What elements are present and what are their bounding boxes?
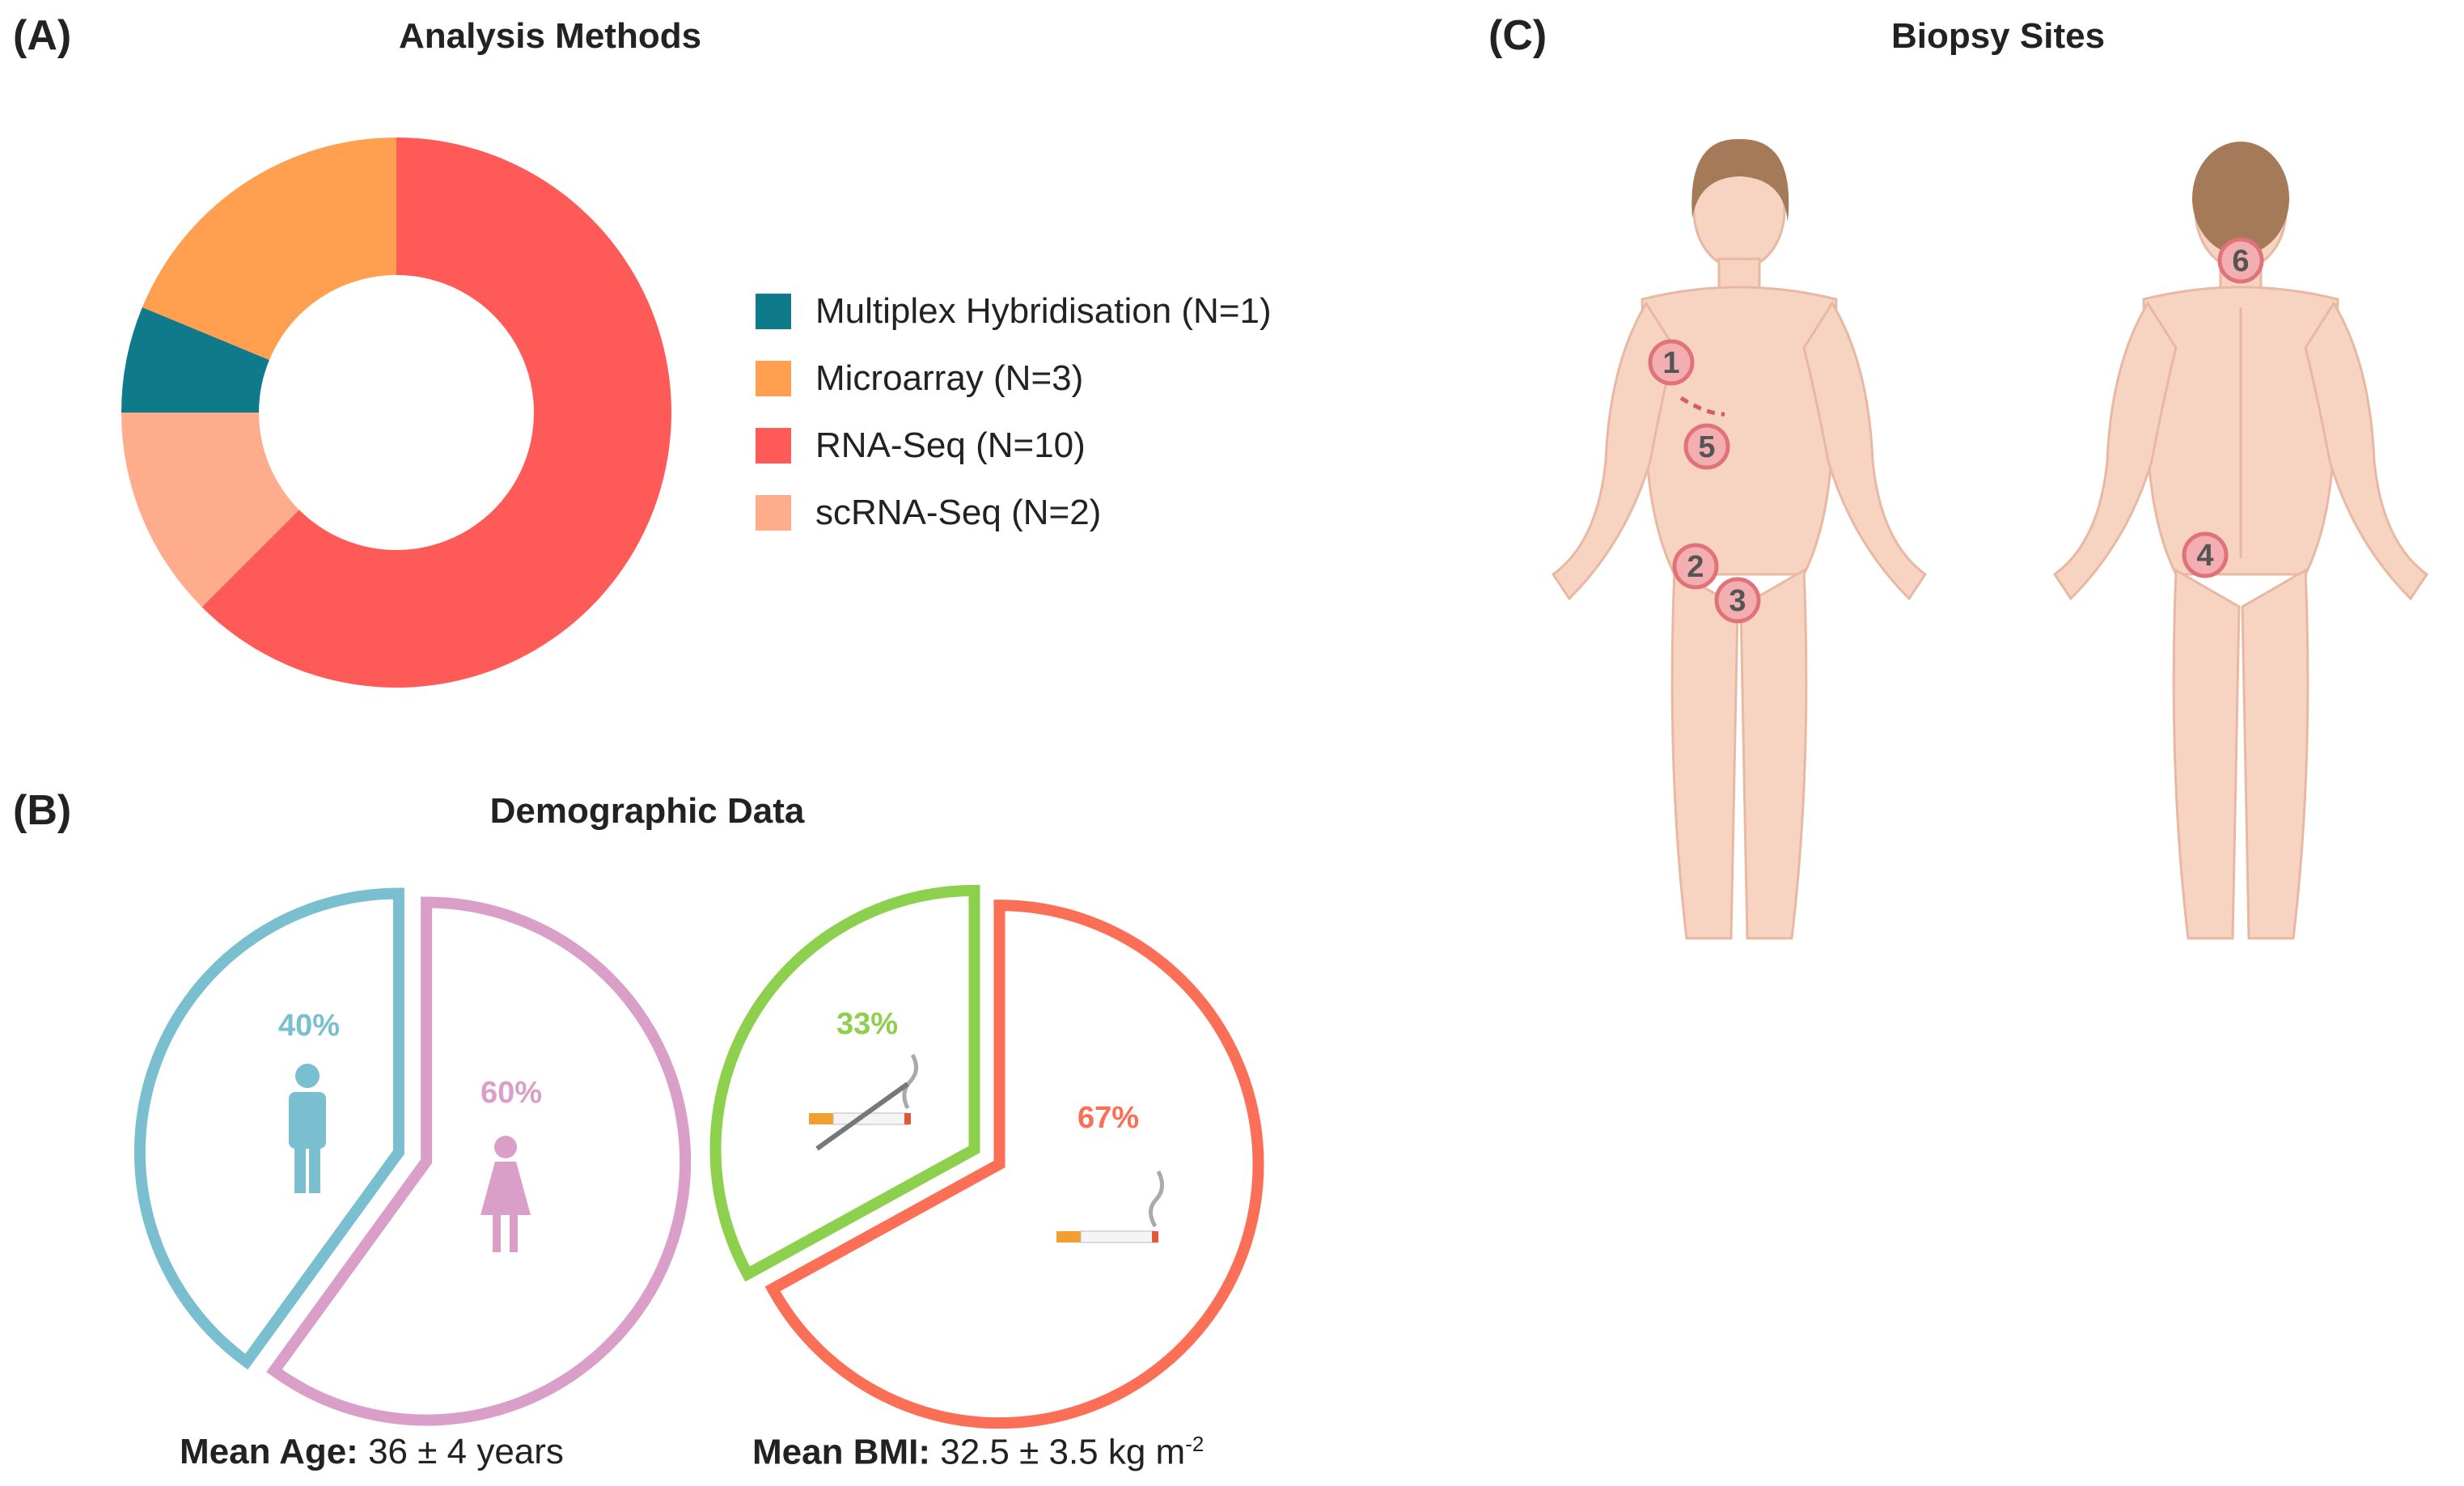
mean-age-label: Mean Age: xyxy=(180,1432,358,1471)
donut-slice-1 xyxy=(142,138,396,360)
mean-age-caption: Mean Age: 36 ± 4 years xyxy=(180,1432,564,1472)
legend-swatch xyxy=(756,428,791,464)
mean-bmi-value: 32.5 ± 3.5 kg m xyxy=(940,1432,1186,1472)
mean-bmi-caption: Mean BMI: 32.5 ± 3.5 kg m-2 xyxy=(752,1432,1204,1473)
panel-c-title: Biopsy Sites xyxy=(1890,16,2106,56)
mean-age-value: 36 ± 4 years xyxy=(368,1432,564,1471)
legend-label: Microarray (N=3) xyxy=(815,358,1084,398)
legend-label: scRNA-Seq (N=2) xyxy=(815,493,1102,532)
donut-slice-0 xyxy=(121,307,269,413)
panel-b-letter: (B) xyxy=(13,787,72,834)
sex-pie-chart: 40% 60% xyxy=(133,887,692,1426)
pie-slice-small xyxy=(709,884,980,1282)
pie-percent-label: 60% xyxy=(481,1076,542,1110)
pie-percent-label: 67% xyxy=(1077,1101,1139,1135)
hair-front xyxy=(1691,138,1789,222)
female-icon xyxy=(481,1136,531,1252)
legend-item: Microarray (N=3) xyxy=(756,354,1083,403)
mean-bmi-label: Mean BMI: xyxy=(752,1432,930,1472)
panel-a-letter: (A) xyxy=(13,12,72,59)
pie-slice-large xyxy=(764,900,1264,1429)
pie-slice-large xyxy=(266,896,692,1426)
mean-bmi-exponent: -2 xyxy=(1185,1432,1204,1456)
no-smoking-icon xyxy=(809,1053,918,1151)
hair-back xyxy=(2192,142,2289,255)
legend-swatch xyxy=(756,294,791,329)
panel-a-title: Analysis Methods xyxy=(398,16,702,56)
legend-swatch xyxy=(756,495,791,531)
donut-slice-2 xyxy=(201,138,671,688)
legend-swatch xyxy=(756,361,791,396)
body-back-illustration xyxy=(2052,142,2429,940)
panel-c-letter: (C) xyxy=(1488,12,1547,59)
legend-item: RNA-Seq (N=10) xyxy=(756,421,1086,470)
legend-label: Multiplex Hybridisation (N=1) xyxy=(815,291,1272,331)
donut-slice-3 xyxy=(121,413,299,608)
legend-label: RNA-Seq (N=10) xyxy=(815,425,1086,465)
analysis-methods-donut xyxy=(121,138,671,688)
legend-item: scRNA-Seq (N=2) xyxy=(756,489,1101,537)
pie-percent-label: 33% xyxy=(836,1007,898,1041)
body-front-illustration xyxy=(1551,138,1928,940)
panel-b-title: Demographic Data xyxy=(489,791,805,831)
legend-item: Multiplex Hybridisation (N=1) xyxy=(756,287,1272,336)
smoking-pie-chart: 33% 67% xyxy=(709,884,1264,1429)
pie-slice-small xyxy=(133,887,404,1370)
pie-percent-label: 40% xyxy=(278,1009,340,1043)
male-icon xyxy=(289,1064,326,1193)
cigarette-icon xyxy=(1056,1170,1164,1243)
